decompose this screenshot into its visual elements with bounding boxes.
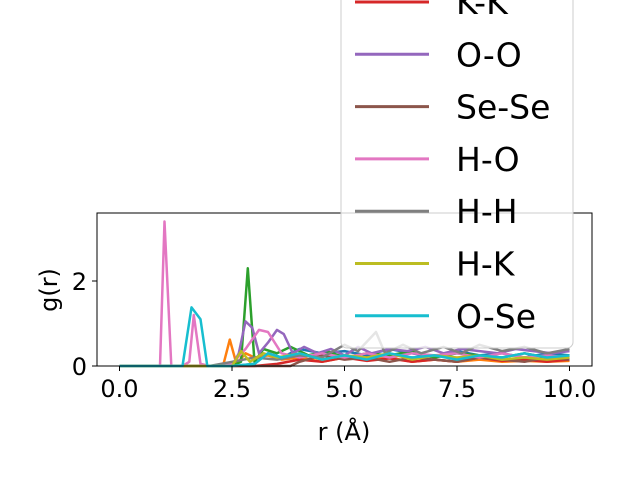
y-tick-label: 2 [72,268,87,296]
legend-label-o-o: O-O [456,35,522,74]
x-tick-label: 0.0 [100,375,138,403]
legend-label-se-se: Se-Se [456,88,550,127]
legend-label-o-se: O-Se [456,297,536,336]
legend-label-h-o: H-O [456,140,520,179]
legend-box [340,0,574,349]
legend-label-h-h: H-H [456,192,518,231]
y-axis-label: g(r) [35,268,63,312]
legend: K-K O-O Se-Se H-O H-H H-K O-Se [340,0,574,349]
x-tick-label: 5.0 [325,375,363,403]
x-tick-label: 7.5 [438,375,476,403]
x-tick-label: 2.5 [213,375,251,403]
y-tick-label: 0 [72,353,87,381]
x-axis-label: r (Å) [318,417,371,446]
legend-label-h-k: H-K [456,245,516,284]
legend-label-k-k: K-K [456,0,509,22]
tick-layer: 0.0 2.5 5.0 7.5 10.0 0 2 [72,268,597,403]
x-tick-label: 10.0 [543,375,596,403]
series-line-o-se [119,306,570,368]
series-line-o-o [119,320,570,368]
